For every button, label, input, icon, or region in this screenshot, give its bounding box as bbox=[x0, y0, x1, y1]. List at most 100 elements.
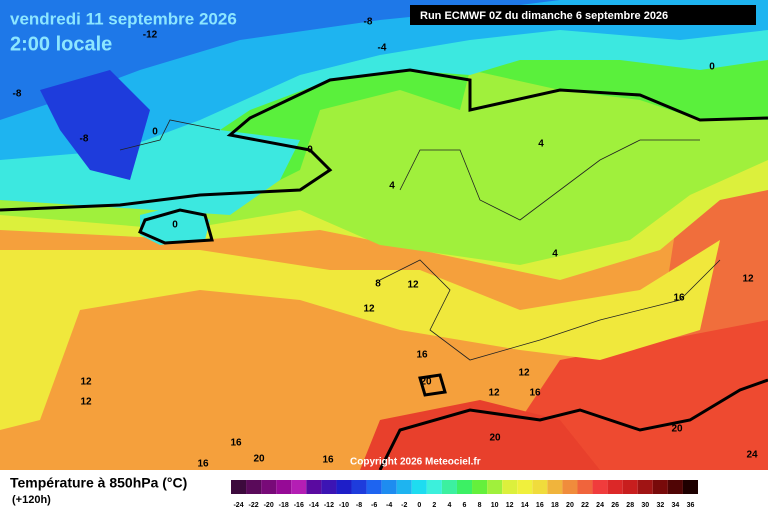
colorbar-tick-label: 16 bbox=[536, 502, 544, 509]
contour-label: 12 bbox=[407, 280, 419, 291]
color-swatch bbox=[577, 480, 593, 494]
map-background bbox=[0, 0, 768, 471]
colorbar-tick-label: 36 bbox=[687, 502, 695, 509]
contour-label: 16 bbox=[230, 438, 242, 449]
contour-label: 12 bbox=[80, 377, 92, 388]
color-swatch bbox=[532, 480, 548, 494]
contour-label: 8 bbox=[375, 279, 381, 290]
contour-label: -4 bbox=[378, 43, 387, 54]
contour-label: -8 bbox=[80, 134, 89, 145]
colorbar-tick-label: 34 bbox=[672, 502, 680, 509]
contour-label: 12 bbox=[518, 368, 530, 379]
color-swatch bbox=[291, 480, 307, 494]
contour-label: 24 bbox=[746, 450, 758, 461]
colorbar-tick-label: 20 bbox=[566, 502, 574, 509]
contour-label: -12 bbox=[143, 30, 158, 41]
colorbar-tick-label: -20 bbox=[264, 502, 274, 509]
color-swatch bbox=[487, 480, 503, 494]
colorbar-tick-label: -24 bbox=[233, 502, 243, 509]
contour-label: 4 bbox=[389, 181, 395, 192]
colorbar-tick-label: 10 bbox=[491, 502, 499, 509]
colorbar-tick-label: -12 bbox=[324, 502, 334, 509]
contour-label: 16 bbox=[322, 455, 334, 466]
color-swatch bbox=[622, 480, 638, 494]
colorbar-tick-label: 28 bbox=[626, 502, 634, 509]
colorbar-tick-label: 4 bbox=[447, 502, 451, 509]
colorbar-tick-label: 18 bbox=[551, 502, 559, 509]
color-swatch bbox=[306, 480, 322, 494]
colorbar-tick-label: 24 bbox=[596, 502, 604, 509]
color-swatch bbox=[351, 480, 367, 494]
colorbar-tick-label: 8 bbox=[478, 502, 482, 509]
color-swatch bbox=[321, 480, 337, 494]
color-swatch bbox=[547, 480, 563, 494]
colorbar-tick-label: 30 bbox=[641, 502, 649, 509]
color-swatch bbox=[336, 480, 352, 494]
color-swatch bbox=[637, 480, 653, 494]
contour-label: 20 bbox=[489, 433, 501, 444]
color-swatch bbox=[231, 480, 247, 494]
colorbar-tick-label: 12 bbox=[506, 502, 514, 509]
contour-label: 16 bbox=[416, 350, 428, 361]
contour-label: 4 bbox=[552, 249, 558, 260]
colorbar-tick-label: 0 bbox=[417, 502, 421, 509]
contour-label: 12 bbox=[488, 388, 500, 399]
colorbar-tick-label: 26 bbox=[611, 502, 619, 509]
color-swatch bbox=[396, 480, 412, 494]
run-label: Run ECMWF 0Z du dimanche 6 septembre 202… bbox=[420, 10, 668, 22]
color-swatch bbox=[366, 480, 382, 494]
contour-label: 12 bbox=[363, 304, 375, 315]
colorbar-tick-label: -10 bbox=[339, 502, 349, 509]
contour-label: 0 bbox=[172, 220, 178, 231]
colorbar-tick-label: -8 bbox=[356, 502, 362, 509]
color-swatch bbox=[456, 480, 473, 494]
color-swatch bbox=[682, 480, 698, 494]
contour-label: 12 bbox=[80, 397, 92, 408]
contour-label: 0 bbox=[152, 127, 158, 138]
color-swatch bbox=[261, 480, 277, 494]
contour-label: 16 bbox=[197, 459, 209, 470]
contour-label: 0 bbox=[709, 62, 715, 73]
colorbar-tick-label: -18 bbox=[279, 502, 289, 509]
colorbar-tick-label: -16 bbox=[294, 502, 304, 509]
contour-label: 20 bbox=[671, 424, 683, 435]
contour-label: 20 bbox=[420, 377, 432, 388]
lead-time: (+120h) bbox=[12, 494, 51, 506]
colorbar-tick-label: -6 bbox=[371, 502, 377, 509]
copyright: Copyright 2026 Meteociel.fr bbox=[350, 457, 481, 468]
contour-label: -8 bbox=[13, 89, 22, 100]
colorbar-tick-label: -2 bbox=[401, 502, 407, 509]
color-swatch bbox=[667, 480, 683, 494]
color-swatch bbox=[502, 480, 518, 494]
colorbar-tick-label: 22 bbox=[581, 502, 589, 509]
color-swatch bbox=[411, 480, 427, 494]
color-swatch bbox=[426, 480, 442, 494]
colorbar-tick-label: -14 bbox=[309, 502, 319, 509]
color-swatch bbox=[517, 480, 533, 494]
color-swatch bbox=[607, 480, 623, 494]
colorbar-tick-label: -22 bbox=[249, 502, 259, 509]
contour-label: -8 bbox=[364, 17, 373, 28]
color-swatch bbox=[592, 480, 608, 494]
contour-label: 0 bbox=[307, 145, 313, 156]
color-swatch bbox=[652, 480, 668, 494]
color-swatch bbox=[276, 480, 292, 494]
contour-labels: -12 -8 -4 -8 -8 0 0 0 0 4 4 4 8 12 12 12 16 16 20 12 12 16 12 1… bbox=[13, 17, 758, 470]
colorbar-tick-label: 14 bbox=[521, 502, 529, 509]
color-swatch bbox=[562, 480, 578, 494]
color-swatch bbox=[441, 480, 457, 494]
colorbar: -24 -22 -20 -18 -16 -14 -12 -10 -8 -6 -4 -2 0 2 4 6 8 10 1… bbox=[231, 480, 698, 509]
legend-title: Température à 850hPa (°C) bbox=[10, 475, 187, 491]
contour-label: 4 bbox=[538, 139, 544, 150]
color-swatch bbox=[472, 480, 488, 494]
contour-label: 16 bbox=[529, 388, 541, 399]
contour-label: 20 bbox=[253, 454, 265, 465]
colorbar-tick-label: 6 bbox=[463, 502, 467, 509]
colorbar-tick-label: 32 bbox=[656, 502, 664, 509]
color-swatch bbox=[381, 480, 397, 494]
date-label: vendredi 11 septembre 2026 bbox=[10, 9, 237, 28]
time-label: 2:00 locale bbox=[10, 33, 112, 55]
contour-label: 12 bbox=[742, 274, 754, 285]
colorbar-tick-label: -4 bbox=[386, 502, 392, 509]
